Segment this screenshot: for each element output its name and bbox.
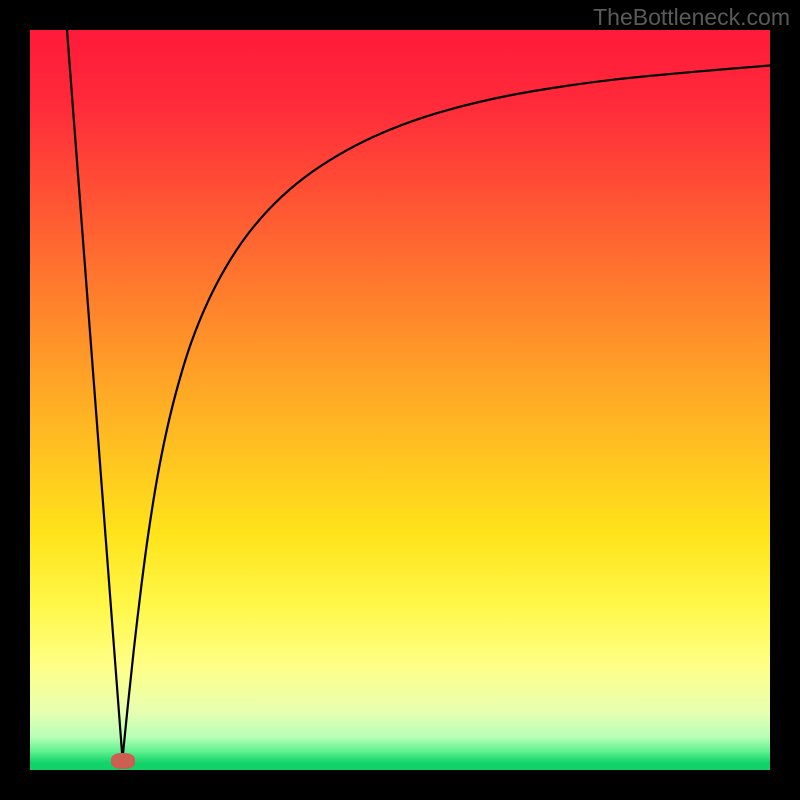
chart-gradient-background: [30, 30, 770, 770]
chart-plot-area: [30, 30, 770, 770]
chart-min-marker: [111, 753, 135, 769]
watermark: TheBottleneck.com: [593, 4, 790, 31]
